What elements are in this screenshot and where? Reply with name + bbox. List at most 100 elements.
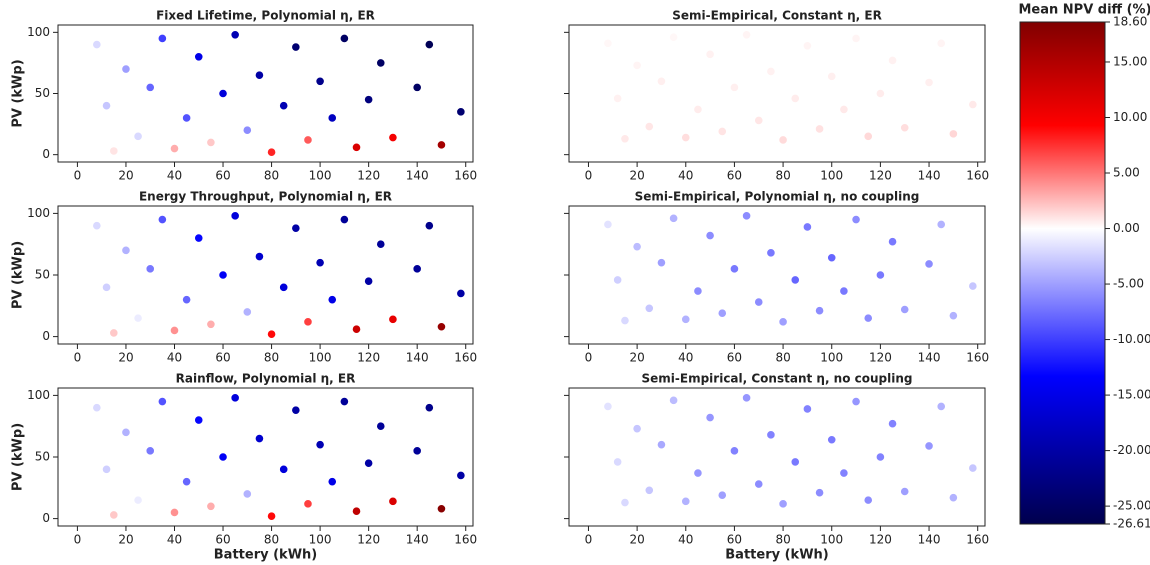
- point: [754, 479, 764, 489]
- x-tick-label: 160: [454, 169, 477, 183]
- x-tick-label: 0: [585, 533, 593, 547]
- point: [693, 104, 703, 115]
- point: [729, 82, 740, 92]
- colorbar-tick-label: -20.00: [1113, 443, 1150, 457]
- point: [669, 32, 679, 42]
- point: [456, 107, 466, 117]
- point: [279, 101, 289, 111]
- point: [436, 322, 447, 332]
- point: [802, 41, 813, 51]
- x-tick-label: 20: [629, 169, 644, 183]
- point: [206, 319, 216, 329]
- point: [900, 304, 910, 315]
- point: [603, 38, 613, 48]
- point: [145, 446, 155, 456]
- point: [194, 415, 204, 425]
- point: [790, 93, 800, 103]
- point: [766, 248, 776, 258]
- x-tick-label: 40: [167, 351, 182, 365]
- point: [741, 393, 752, 403]
- point: [101, 101, 112, 111]
- point: [790, 275, 800, 285]
- point: [327, 477, 337, 487]
- point: [339, 396, 349, 407]
- point: [254, 251, 265, 262]
- point: [632, 242, 642, 252]
- point: [814, 488, 825, 498]
- point: [766, 430, 776, 440]
- point: [182, 295, 192, 305]
- x-tick-label: 100: [309, 533, 332, 547]
- x-tick-label: 60: [215, 169, 230, 183]
- x-tick-label: 0: [585, 169, 593, 183]
- point: [936, 38, 946, 48]
- colorbar: [1019, 21, 1106, 525]
- point: [109, 510, 119, 520]
- x-tick-label: 0: [74, 169, 82, 183]
- point: [924, 441, 934, 451]
- point: [887, 419, 898, 429]
- x-tick-label: 160: [966, 351, 989, 365]
- subplot-title: Energy Throughput, Polynomial η, ER: [139, 190, 392, 204]
- point: [839, 468, 849, 478]
- axes-frame: [57, 387, 474, 527]
- x-tick-label: 60: [727, 533, 742, 547]
- x-tick-label: 40: [167, 169, 182, 183]
- point: [351, 324, 362, 334]
- point: [839, 104, 849, 115]
- subplot: Fixed Lifetime, Polynomial η, ER 0 20 40 60 8…: [11, 9, 478, 183]
- point: [924, 259, 934, 269]
- point: [968, 281, 978, 291]
- point: [681, 496, 691, 506]
- point: [729, 264, 740, 274]
- x-tick-label: 20: [118, 533, 133, 547]
- point: [900, 123, 910, 133]
- point: [92, 403, 102, 413]
- point: [887, 55, 898, 66]
- point: [169, 507, 180, 518]
- colorbar-tick-label: -5.00: [1113, 277, 1144, 291]
- point: [705, 49, 715, 59]
- point: [424, 39, 434, 50]
- point: [230, 30, 240, 40]
- point: [632, 424, 642, 434]
- point: [133, 495, 143, 505]
- point: [182, 477, 192, 487]
- point: [424, 403, 434, 413]
- point: [778, 499, 788, 509]
- point: [717, 126, 727, 137]
- point: [364, 276, 374, 286]
- x-axis-label: Battery (kWh): [214, 548, 317, 563]
- point: [157, 214, 167, 225]
- point: [875, 452, 885, 462]
- point: [169, 325, 180, 336]
- y-tick-label: 50: [35, 86, 50, 100]
- x-tick-label: 160: [966, 169, 989, 183]
- point: [182, 113, 192, 123]
- y-tick-label: 50: [35, 268, 50, 282]
- point: [242, 307, 252, 317]
- x-tick-label: 100: [820, 351, 843, 365]
- x-tick-label: 120: [869, 533, 892, 547]
- point: [339, 214, 349, 225]
- subplot: Energy Throughput, Polynomial η, ER 0 20 40…: [11, 190, 478, 365]
- point: [242, 489, 252, 499]
- x-tick-label: 40: [678, 169, 693, 183]
- point: [121, 64, 131, 74]
- axes-frame: [57, 205, 474, 345]
- colorbar-tick-label: -15.00: [1113, 388, 1150, 402]
- point: [669, 395, 679, 405]
- point: [456, 288, 466, 299]
- point: [412, 264, 422, 274]
- colorbar-tick-label: 18.60: [1113, 15, 1147, 29]
- x-tick-label: 140: [406, 351, 429, 365]
- point: [613, 275, 623, 285]
- subplot-title: Semi-Empirical, Polynomial η, no couplin…: [635, 190, 920, 204]
- point: [206, 501, 216, 511]
- point: [266, 147, 277, 157]
- point: [705, 412, 715, 423]
- y-axis-label: PV (kWp): [11, 423, 26, 491]
- point: [303, 317, 313, 327]
- point: [266, 329, 277, 339]
- point: [121, 245, 131, 255]
